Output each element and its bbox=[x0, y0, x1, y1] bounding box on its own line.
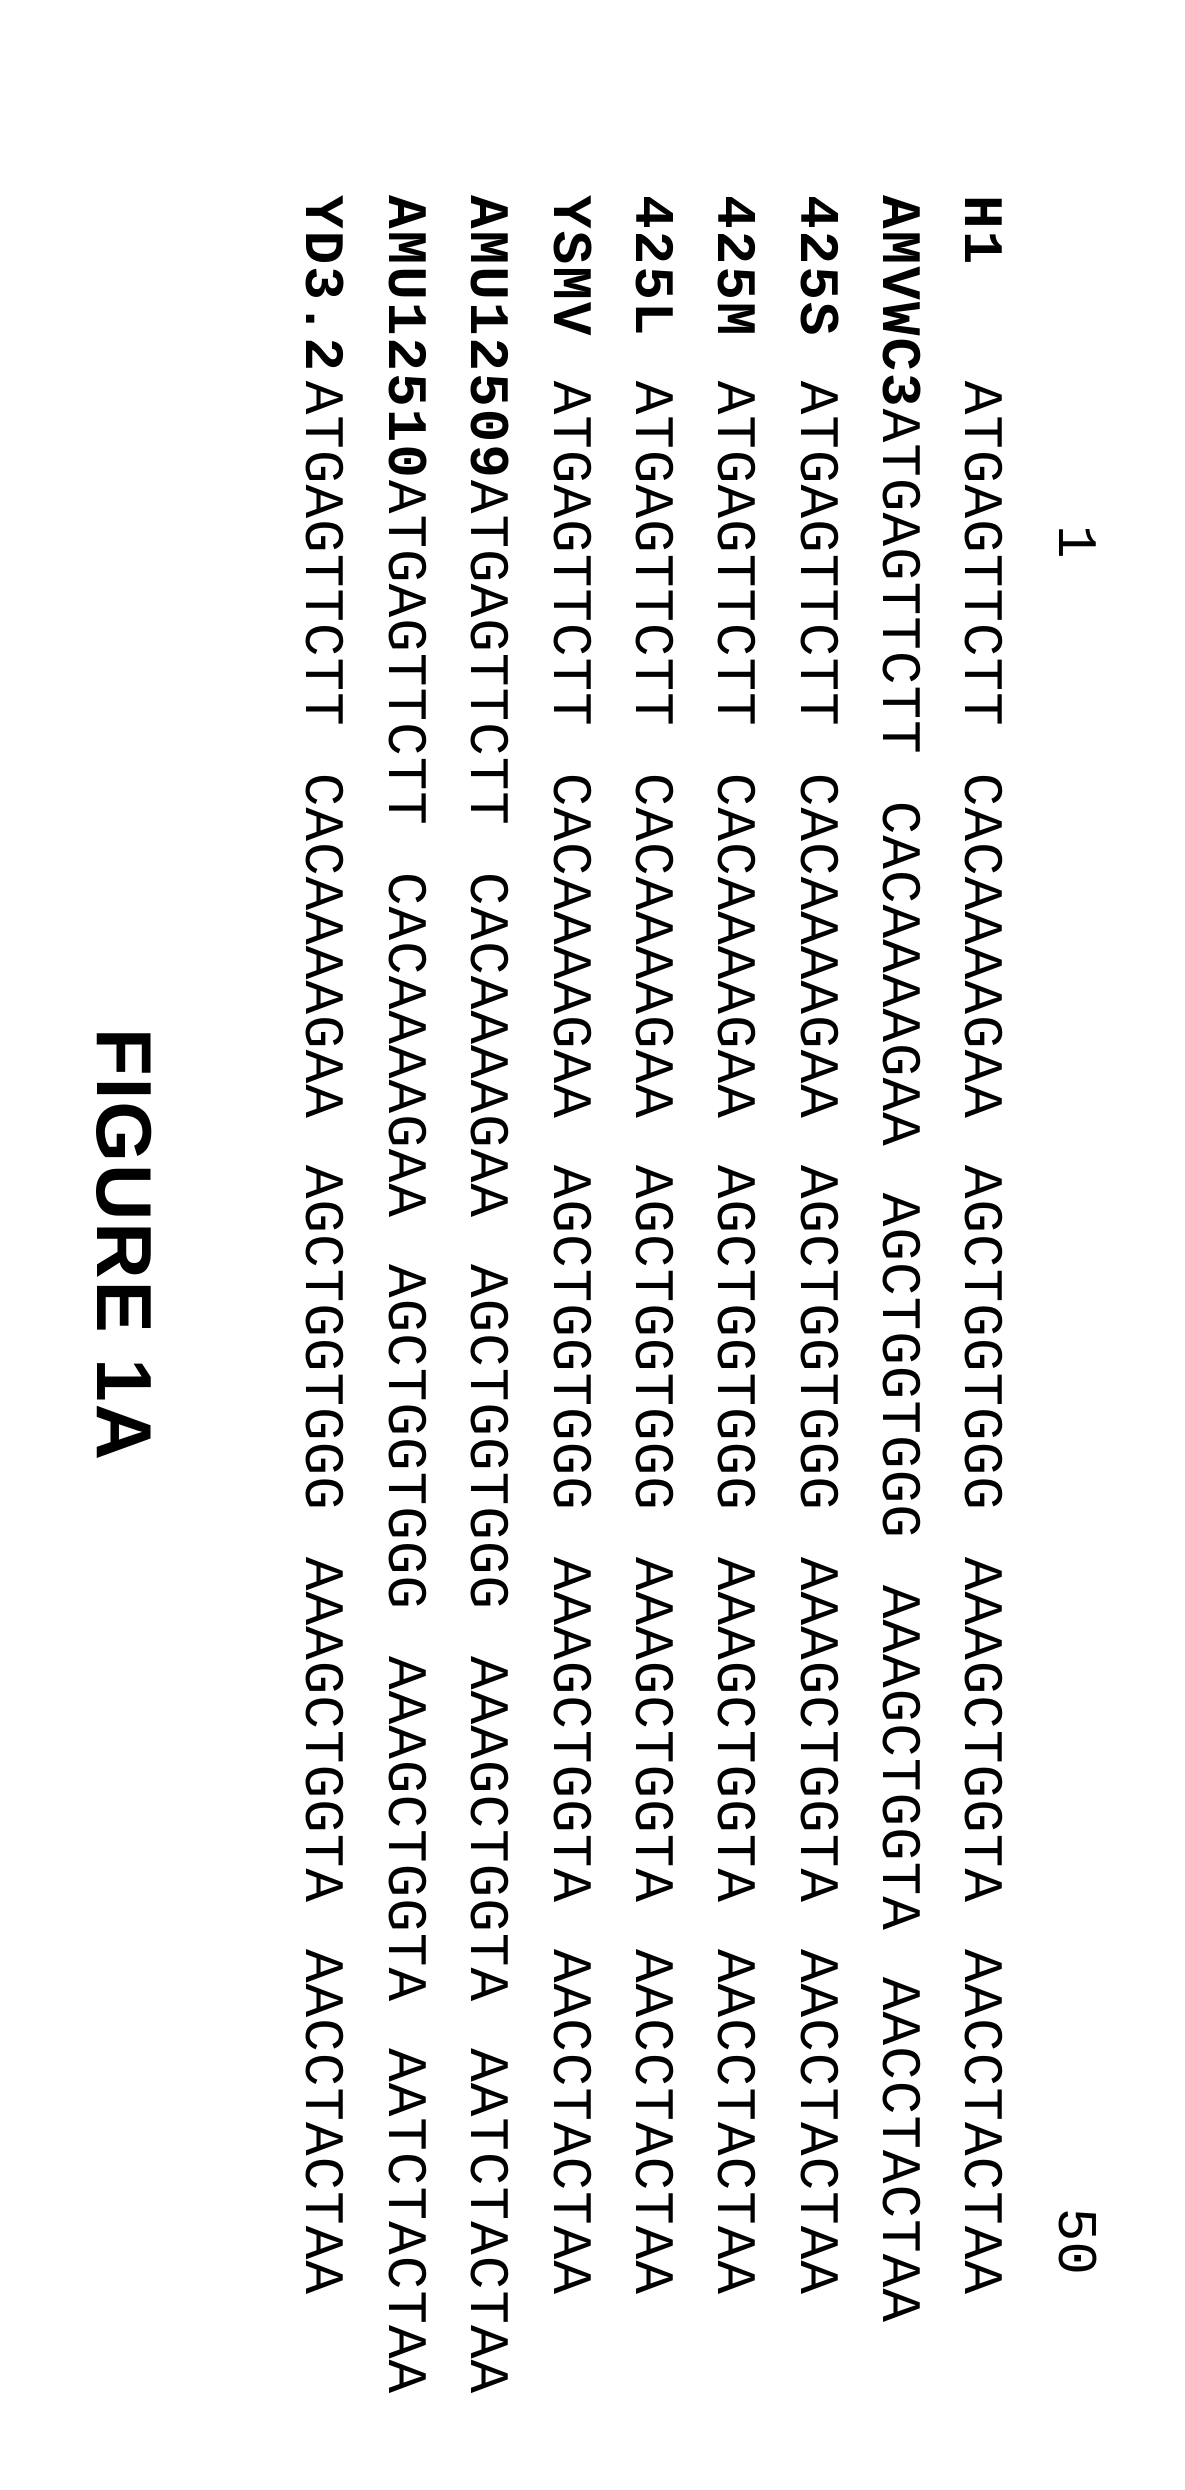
sequence-block: AACCTACTAA bbox=[865, 1977, 929, 2323]
sequence-row: AMU12509 ATGAGTTCTT CACAAAAGAA AGCTGGTGG… bbox=[454, 195, 518, 2295]
sequence-label: YD3.2 bbox=[289, 195, 353, 381]
sequence-row: H1 ATGAGTTCTT CACAAAAGAA AGCTGGTGGG AAAG… bbox=[948, 195, 1012, 2295]
sequence-block: AGCTGGTGGG bbox=[371, 1264, 435, 1610]
sequence-row: AMU12510 ATGAGTTCTT CACAAAAGAA AGCTGGTGG… bbox=[371, 195, 435, 2295]
sequence-label: 425S bbox=[783, 195, 847, 381]
sequence-block: AAAGCTGGTA bbox=[701, 1557, 765, 1903]
sequence-block: AGCTGGTGGG bbox=[536, 1165, 600, 1511]
sequence-blocks: ATGAGTTCTT CACAAAAGAA AGCTGGTGGG AAAGCTG… bbox=[865, 409, 929, 2323]
sequence-block: ATGAGTTCTT bbox=[454, 480, 518, 826]
sequence-label: 425L bbox=[618, 195, 682, 381]
sequence-block: AGCTGGTGGG bbox=[948, 1165, 1012, 1511]
sequence-block: AAAGCTGGTA bbox=[536, 1557, 600, 1903]
sequence-row: YSMV ATGAGTTCTT CACAAAAGAA AGCTGGTGGG AA… bbox=[536, 195, 600, 2295]
sequence-block: AACCTACTAA bbox=[289, 1949, 353, 2295]
sequence-row: 425S ATGAGTTCTT CACAAAAGAA AGCTGGTGGG AA… bbox=[783, 195, 847, 2295]
sequence-block: CACAAAAGAA bbox=[371, 872, 435, 1218]
sequence-block: CACAAAAGAA bbox=[948, 773, 1012, 1119]
sequence-block: AGCTGGTGGG bbox=[783, 1165, 847, 1511]
sequence-label: AMU12510 bbox=[371, 195, 435, 480]
sequence-block: CACAAAAGAA bbox=[865, 801, 929, 1147]
sequence-block: AAAGCTGGTA bbox=[618, 1557, 682, 1903]
position-end-label: 50 bbox=[1042, 615, 1106, 2295]
sequence-block: ATGAGTTCTT bbox=[536, 381, 600, 727]
sequence-blocks: ATGAGTTCTT CACAAAAGAA AGCTGGTGGG AAAGCTG… bbox=[454, 480, 518, 2394]
sequence-block: AAAGCTGGTA bbox=[454, 1656, 518, 2002]
sequence-blocks: ATGAGTTCTT CACAAAAGAA AGCTGGTGGG AAAGCTG… bbox=[783, 381, 847, 2295]
sequence-row: 425M ATGAGTTCTT CACAAAAGAA AGCTGGTGGG AA… bbox=[701, 195, 765, 2295]
sequence-label: YSMV bbox=[536, 195, 600, 381]
sequence-label: AMVWC3 bbox=[865, 195, 929, 409]
sequence-blocks: ATGAGTTCTT CACAAAAGAA AGCTGGTGGG AAAGCTG… bbox=[618, 381, 682, 2295]
sequence-block: AGCTGGTGGG bbox=[701, 1165, 765, 1511]
sequence-block: AGCTGGTGGG bbox=[454, 1264, 518, 1610]
sequence-block: ATGAGTTCTT bbox=[618, 381, 682, 727]
sequence-blocks: ATGAGTTCTT CACAAAAGAA AGCTGGTGGG AAAGCTG… bbox=[701, 381, 765, 2295]
sequence-block: ATGAGTTCTT bbox=[289, 381, 353, 727]
sequence-label: 425M bbox=[701, 195, 765, 381]
sequence-block: AAAGCTGGTA bbox=[371, 1656, 435, 2002]
sequence-block: CACAAAAGAA bbox=[701, 773, 765, 1119]
position-ruler: 1 50 bbox=[1042, 195, 1106, 2295]
sequence-row: YD3.2 ATGAGTTCTT CACAAAAGAA AGCTGGTGGG A… bbox=[289, 195, 353, 2295]
sequence-block: AAAGCTGGTA bbox=[865, 1585, 929, 1931]
sequence-row: 425L ATGAGTTCTT CACAAAAGAA AGCTGGTGGG AA… bbox=[618, 195, 682, 2295]
sequence-block: AACCTACTAA bbox=[948, 1949, 1012, 2295]
sequence-block: CACAAAAGAA bbox=[783, 773, 847, 1119]
sequence-row: AMVWC3 ATGAGTTCTT CACAAAAGAA AGCTGGTGGG … bbox=[865, 195, 929, 2295]
sequence-block: AATCTACTAA bbox=[454, 2048, 518, 2394]
sequence-label: AMU12509 bbox=[454, 195, 518, 480]
sequence-block: AGCTGGTGGG bbox=[865, 1193, 929, 1539]
sequence-block: ATGAGTTCTT bbox=[371, 480, 435, 826]
sequence-block: AAAGCTGGTA bbox=[289, 1557, 353, 1903]
sequence-blocks: ATGAGTTCTT CACAAAAGAA AGCTGGTGGG AAAGCTG… bbox=[948, 381, 1012, 2295]
sequence-block: AAAGCTGGTA bbox=[783, 1557, 847, 1903]
sequence-block: AGCTGGTGGG bbox=[289, 1165, 353, 1511]
sequence-block: AACCTACTAA bbox=[618, 1949, 682, 2295]
sequence-block: AACCTACTAA bbox=[536, 1949, 600, 2295]
sequence-block: CACAAAAGAA bbox=[536, 773, 600, 1119]
sequence-block: AACCTACTAA bbox=[783, 1949, 847, 2295]
sequence-block: CACAAAAGAA bbox=[618, 773, 682, 1119]
sequence-blocks: ATGAGTTCTT CACAAAAGAA AGCTGGTGGG AAAGCTG… bbox=[536, 381, 600, 2295]
sequence-block: AATCTACTAA bbox=[371, 2048, 435, 2394]
sequence-block: ATGAGTTCTT bbox=[783, 381, 847, 727]
figure-caption: FIGURE 1A bbox=[78, 195, 169, 2295]
sequence-block: AGCTGGTGGG bbox=[618, 1165, 682, 1511]
position-start-label: 1 bbox=[1042, 195, 1106, 615]
alignment-content: 1 50 H1 ATGAGTTCTT CACAAAAGAA AGCTGGTGGG… bbox=[78, 195, 1107, 2295]
sequence-blocks: ATGAGTTCTT CACAAAAGAA AGCTGGTGGG AAAGCTG… bbox=[371, 480, 435, 2394]
sequence-block: CACAAAAGAA bbox=[454, 872, 518, 1218]
sequence-block: AACCTACTAA bbox=[701, 1949, 765, 2295]
sequence-block: AAAGCTGGTA bbox=[948, 1557, 1012, 1903]
sequence-block: ATGAGTTCTT bbox=[865, 409, 929, 755]
sequence-label: H1 bbox=[948, 195, 1012, 381]
rotated-page-container: 1 50 H1 ATGAGTTCTT CACAAAAGAA AGCTGGTGGG… bbox=[0, 0, 1185, 2490]
sequence-block: ATGAGTTCTT bbox=[948, 381, 1012, 727]
sequence-block: ATGAGTTCTT bbox=[701, 381, 765, 727]
sequence-blocks: ATGAGTTCTT CACAAAAGAA AGCTGGTGGG AAAGCTG… bbox=[289, 381, 353, 2295]
sequence-block: CACAAAAGAA bbox=[289, 773, 353, 1119]
